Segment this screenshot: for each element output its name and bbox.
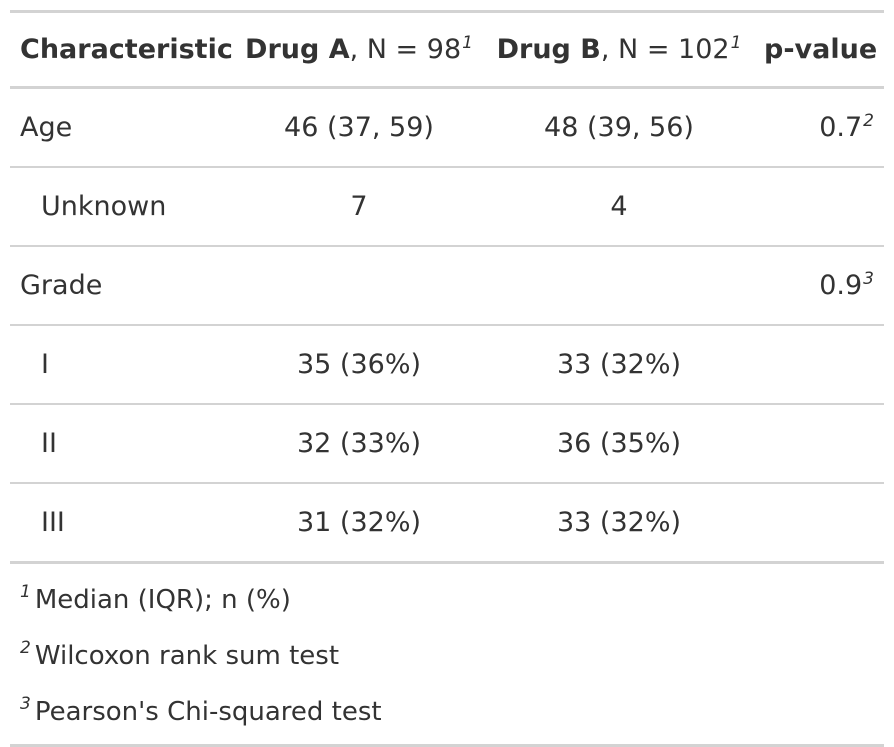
row-label: Unknown [10,167,234,247]
cell-drug-a [234,246,484,326]
summary-table: Characteristic Drug A, N = 981 Drug B, N… [10,10,884,747]
footnote: 2 Wilcoxon rank sum test [20,628,884,684]
footnote: 1 Median (IQR); n (%) [20,572,884,628]
footnote-text: Pearson's Chi-squared test [34,697,382,727]
header-drug-b: Drug B, N = 1021 [484,13,754,89]
row-label: Grade [10,246,234,326]
table-row: Unknown 7 4 [10,167,884,247]
cell-drug-b: 4 [484,167,754,247]
footnote-mark: 1 [730,33,742,53]
cell-drug-b: 33 (32%) [484,325,754,405]
cell-drug-b [484,246,754,326]
row-label: Age [10,87,234,168]
table-footnotes: 1 Median (IQR); n (%) 2 Wilcoxon rank su… [10,564,884,740]
cell-p-value: 0.93 [754,246,884,326]
footnote-mark: 1 [20,582,31,602]
footnote-text: Median (IQR); n (%) [34,585,291,615]
row-label: III [10,483,234,564]
cell-drug-a: 46 (37, 59) [234,87,484,168]
table-row: III 31 (32%) 33 (32%) [10,483,884,564]
cell-drug-b: 36 (35%) [484,404,754,484]
table-row: Age 46 (37, 59) 48 (39, 56) 0.72 [10,87,884,168]
cell-drug-b: 33 (32%) [484,483,754,564]
table-row: I 35 (36%) 33 (32%) [10,325,884,405]
header-p-value: p-value [754,13,884,89]
cell-p-value [754,325,884,405]
row-label: I [10,325,234,405]
table-row: Grade 0.93 [10,246,884,326]
footnote-mark: 3 [863,269,874,289]
table-top-rule [10,10,884,13]
row-label: II [10,404,234,484]
summary-table-grid: Characteristic Drug A, N = 981 Drug B, N… [10,13,884,564]
cell-p-value [754,167,884,247]
cell-drug-a: 32 (33%) [234,404,484,484]
footnote-mark: 2 [20,638,31,658]
footnote: 3 Pearson's Chi-squared test [20,684,884,740]
cell-drug-a: 31 (32%) [234,483,484,564]
cell-drug-a: 35 (36%) [234,325,484,405]
footnote-mark: 1 [462,33,473,53]
cell-p-value [754,483,884,564]
footnote-mark: 2 [863,111,874,131]
cell-drug-a: 7 [234,167,484,247]
footnote-mark: 3 [20,694,31,714]
header-row: Characteristic Drug A, N = 981 Drug B, N… [10,13,884,89]
table-bottom-rule [10,744,884,747]
header-characteristic: Characteristic [10,13,234,89]
header-drug-a: Drug A, N = 981 [234,13,484,89]
cell-p-value: 0.72 [754,87,884,168]
footnote-text: Wilcoxon rank sum test [34,641,340,671]
cell-drug-b: 48 (39, 56) [484,87,754,168]
cell-p-value [754,404,884,484]
table-row: II 32 (33%) 36 (35%) [10,404,884,484]
